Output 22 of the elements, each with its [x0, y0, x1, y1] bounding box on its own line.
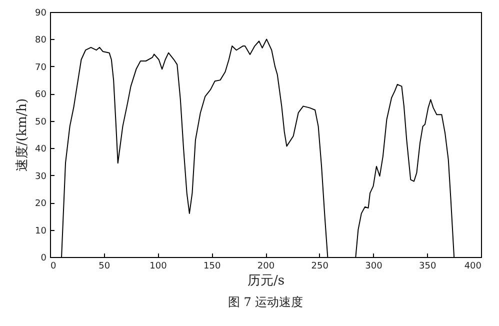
x-tick-label: 150 — [204, 262, 221, 272]
y-tick-label: 80 — [35, 36, 47, 46]
x-axis-title: 历元/s — [247, 274, 285, 288]
y-tick-label: 40 — [35, 144, 47, 155]
x-tick-label: 250 — [311, 262, 329, 272]
y-tick-label: 60 — [35, 90, 47, 100]
y-tick-label: 30 — [35, 172, 47, 182]
x-tick-label: 100 — [150, 262, 168, 272]
y-tick-label: 20 — [35, 199, 47, 210]
x-tick-label: 50 — [98, 262, 110, 272]
y-tick-label: 90 — [35, 8, 47, 18]
x-tick-label: 0 — [50, 262, 56, 272]
x-tick-label: 300 — [365, 262, 383, 272]
y-tick-label: 10 — [35, 226, 47, 236]
y-tick-label: 0 — [40, 254, 47, 264]
y-tick-label: 50 — [35, 117, 47, 128]
y-axis-title: 速度/(km/h) — [14, 98, 30, 172]
x-tick-label: 400 — [464, 262, 482, 272]
text: 图 7 运动速度 — [228, 295, 304, 309]
y-tick-label: 70 — [35, 62, 47, 73]
x-tick-label: 200 — [257, 262, 275, 272]
x-tick-label: 350 — [419, 262, 436, 272]
